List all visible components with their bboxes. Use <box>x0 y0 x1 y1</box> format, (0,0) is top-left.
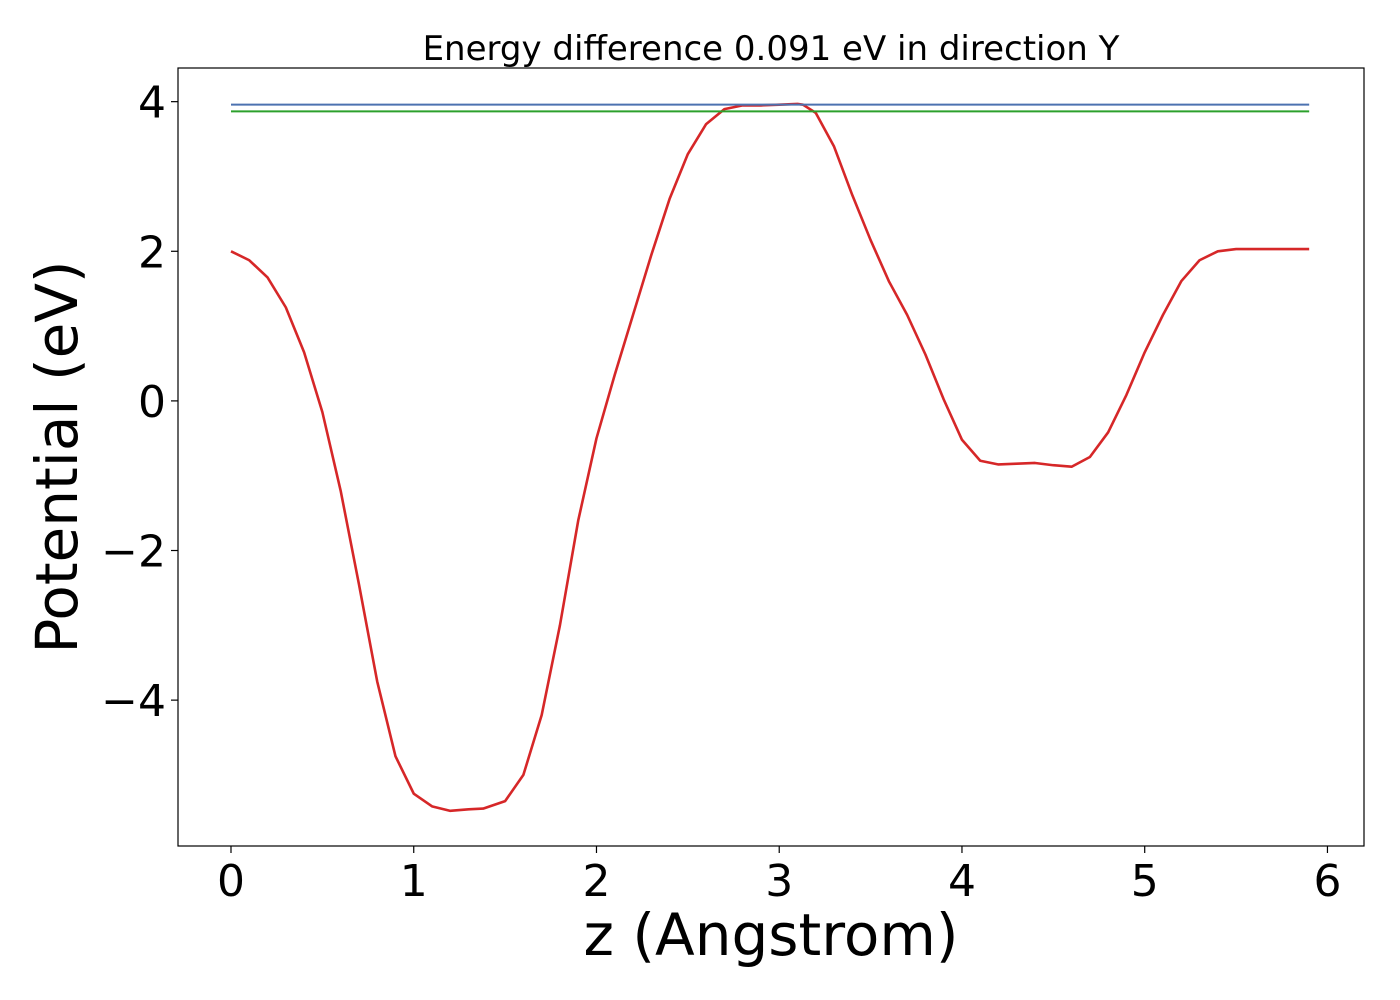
x-tick-label: 6 <box>1313 856 1341 907</box>
x-axis: 0 1 2 3 4 5 6 <box>217 846 1341 907</box>
y-tick-label: 0 <box>138 377 166 428</box>
y-tick-label: 4 <box>138 78 166 129</box>
x-tick-label: 5 <box>1131 856 1159 907</box>
x-tick-label: 4 <box>948 856 976 907</box>
x-axis-label: z (Angstrom) <box>584 901 959 969</box>
series-layer <box>230 102 1310 813</box>
x-tick-label: 1 <box>400 856 428 907</box>
x-tick-label: 2 <box>582 856 610 907</box>
plot-area <box>177 67 1365 847</box>
x-tick-label: 3 <box>765 856 793 907</box>
y-axis-label: Potential (eV) <box>23 260 91 653</box>
y-tick-label: −4 <box>101 676 166 727</box>
chart-title: Energy difference 0.091 eV in direction … <box>423 29 1120 69</box>
y-axis: −4 −2 0 2 4 <box>101 78 178 727</box>
x-tick-label: 0 <box>217 856 245 907</box>
series-line-0 <box>230 102 1310 813</box>
y-tick-label: −2 <box>101 527 166 578</box>
y-tick-label: 2 <box>138 227 166 278</box>
